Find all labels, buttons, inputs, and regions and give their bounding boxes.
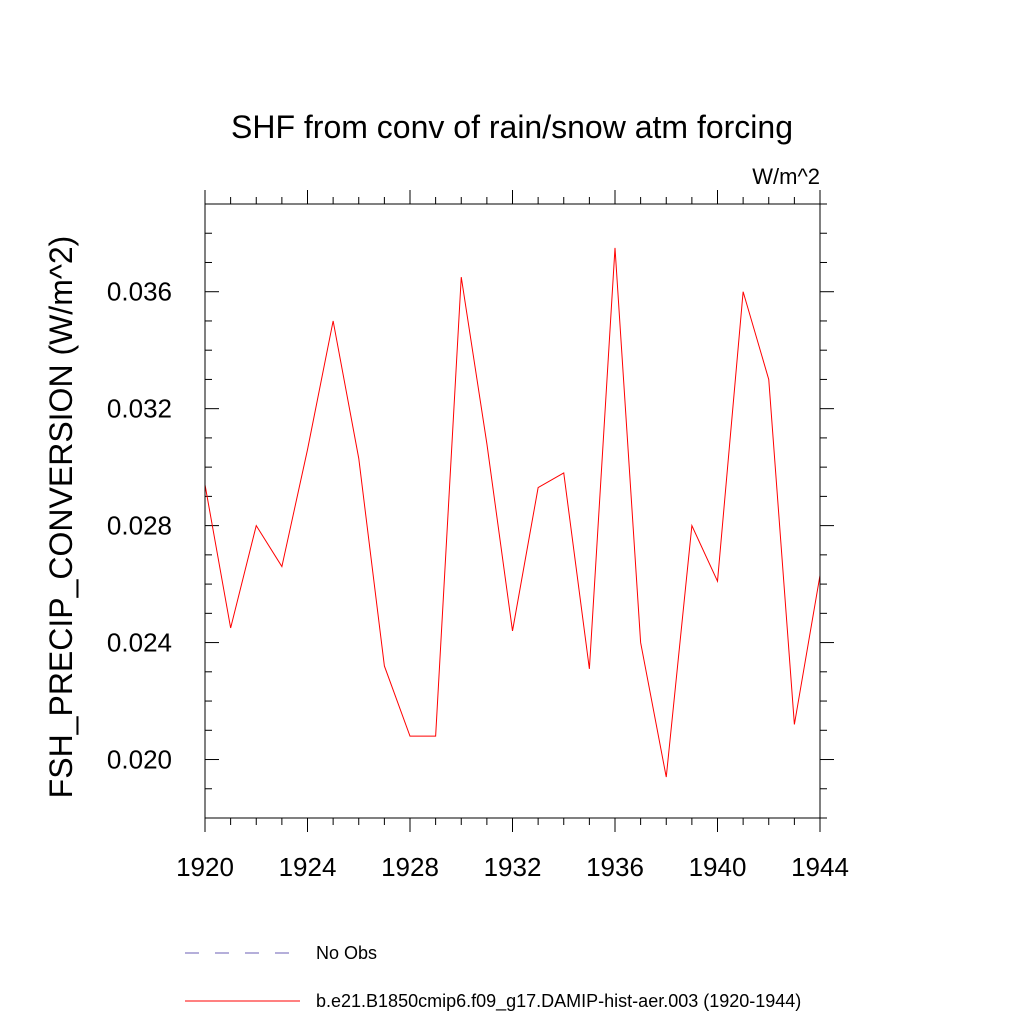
series-line-hist-aer	[204, 247, 821, 778]
tick-labels: 1920 1924 1928 1932 1936 1940 1944 0.020 0.024 0.…	[107, 277, 849, 882]
chart-title: SHF from conv of rain/snow atm forcing	[231, 109, 793, 145]
x-tick-label: 1932	[484, 852, 542, 882]
plot-frame	[204, 203, 821, 819]
y-tick-label: 0.036	[107, 277, 172, 307]
y-tick-label: 0.028	[107, 511, 172, 541]
x-tick-label: 1924	[279, 852, 337, 882]
legend-label-no-obs: No Obs	[316, 943, 377, 963]
y-tick-label: 0.024	[107, 628, 172, 658]
major-ticks	[204, 190, 834, 832]
legend-label-hist-aer: b.e21.B1850cmip6.f09_g17.DAMIP-hist-aer.…	[316, 991, 801, 1012]
y-tick-label: 0.020	[107, 745, 172, 775]
series-layer	[204, 247, 821, 778]
y-tick-label: 0.032	[107, 394, 172, 424]
x-tick-label: 1920	[176, 852, 234, 882]
x-tick-label: 1936	[586, 852, 644, 882]
units-label: W/m^2	[752, 164, 820, 189]
legend: No Obs b.e21.B1850cmip6.f09_g17.DAMIP-hi…	[185, 943, 801, 1012]
minor-ticks	[205, 197, 827, 825]
x-tick-label: 1940	[689, 852, 747, 882]
y-axis-label: FSH_PRECIP_CONVERSION (W/m^2)	[43, 236, 79, 799]
x-tick-label: 1928	[381, 852, 439, 882]
x-tick-label: 1944	[791, 852, 849, 882]
